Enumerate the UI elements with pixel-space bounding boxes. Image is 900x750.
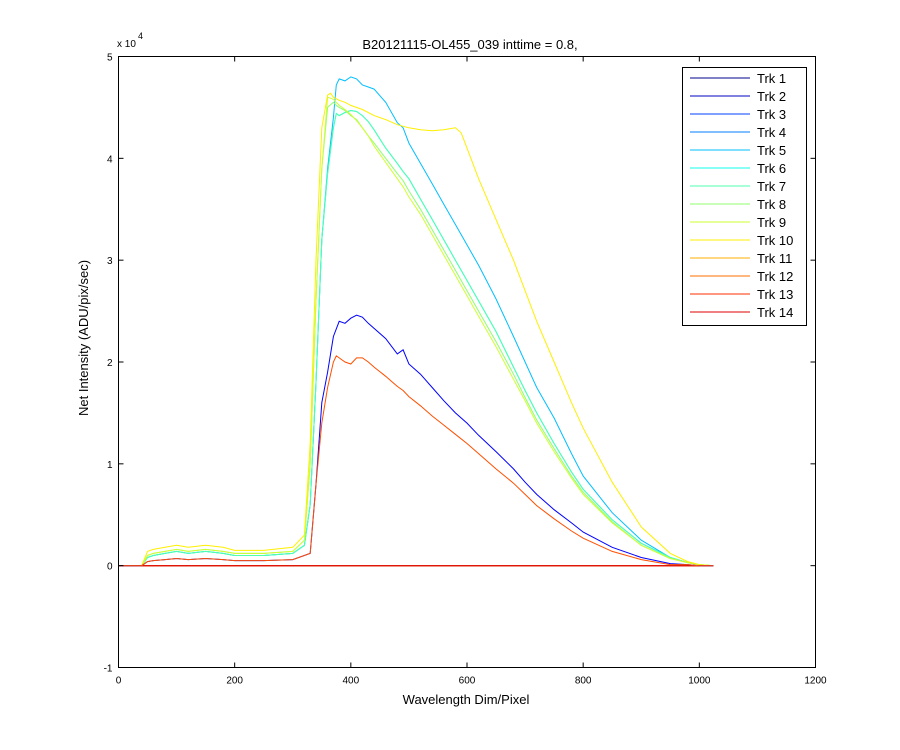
x-axis-label: Wavelength Dim/Pixel: [403, 692, 530, 707]
y-tick-label: 5: [107, 53, 113, 64]
legend-label: Trk 9: [757, 215, 786, 230]
y-tick-label: -1: [104, 664, 113, 675]
legend-label: Trk 11: [757, 251, 792, 266]
legend-label: Trk 6: [757, 161, 786, 176]
legend-label: Trk 4: [757, 125, 786, 140]
legend-label: Trk 14: [757, 305, 793, 320]
series-line-10: [119, 92, 714, 567]
legend-label: Trk 5: [757, 143, 786, 158]
x-tick-label: 1000: [688, 676, 711, 687]
y-axis-exponent: 4: [138, 31, 143, 41]
legend-label: Trk 7: [757, 179, 786, 194]
y-tick-label: 0: [107, 562, 113, 573]
x-tick-label: 600: [459, 676, 476, 687]
series-line-9: [119, 96, 714, 567]
legend-box: [682, 67, 807, 326]
y-tick-label: 4: [107, 154, 113, 165]
legend: Trk 1 Trk 2 Trk 3 Trk 4 Trk 5 Trk 6 Trk 7 Trk 8…: [682, 67, 807, 326]
legend-label: Trk 1: [757, 71, 786, 86]
x-tick-label: 1200: [804, 676, 827, 687]
x-tick-label: 400: [342, 676, 359, 687]
series-line-16: [119, 355, 714, 567]
x-tick-label: 800: [575, 676, 592, 687]
plot-series: [119, 76, 714, 567]
y-axis-multiplier: x 10: [117, 39, 136, 50]
legend-label: Trk 8: [757, 197, 786, 212]
y-tick-label: 2: [107, 358, 113, 369]
legend-label: Trk 13: [757, 287, 793, 302]
x-tick-label: 200: [226, 676, 243, 687]
legend-label: Trk 12: [757, 269, 793, 284]
legend-label: Trk 2: [757, 89, 786, 104]
chart-title: B20121115-OL455_039 inttime = 0.8,: [362, 37, 577, 52]
y-tick-label: 3: [107, 256, 113, 267]
y-tick-label: 1: [107, 460, 113, 471]
legend-label: Trk 3: [757, 107, 786, 122]
y-axis-label: Net Intensity (ADU/pix/sec): [76, 260, 91, 416]
series-line-7: [119, 109, 714, 567]
legend-label: Trk 10: [757, 233, 793, 248]
x-tick-label: 0: [116, 676, 122, 687]
